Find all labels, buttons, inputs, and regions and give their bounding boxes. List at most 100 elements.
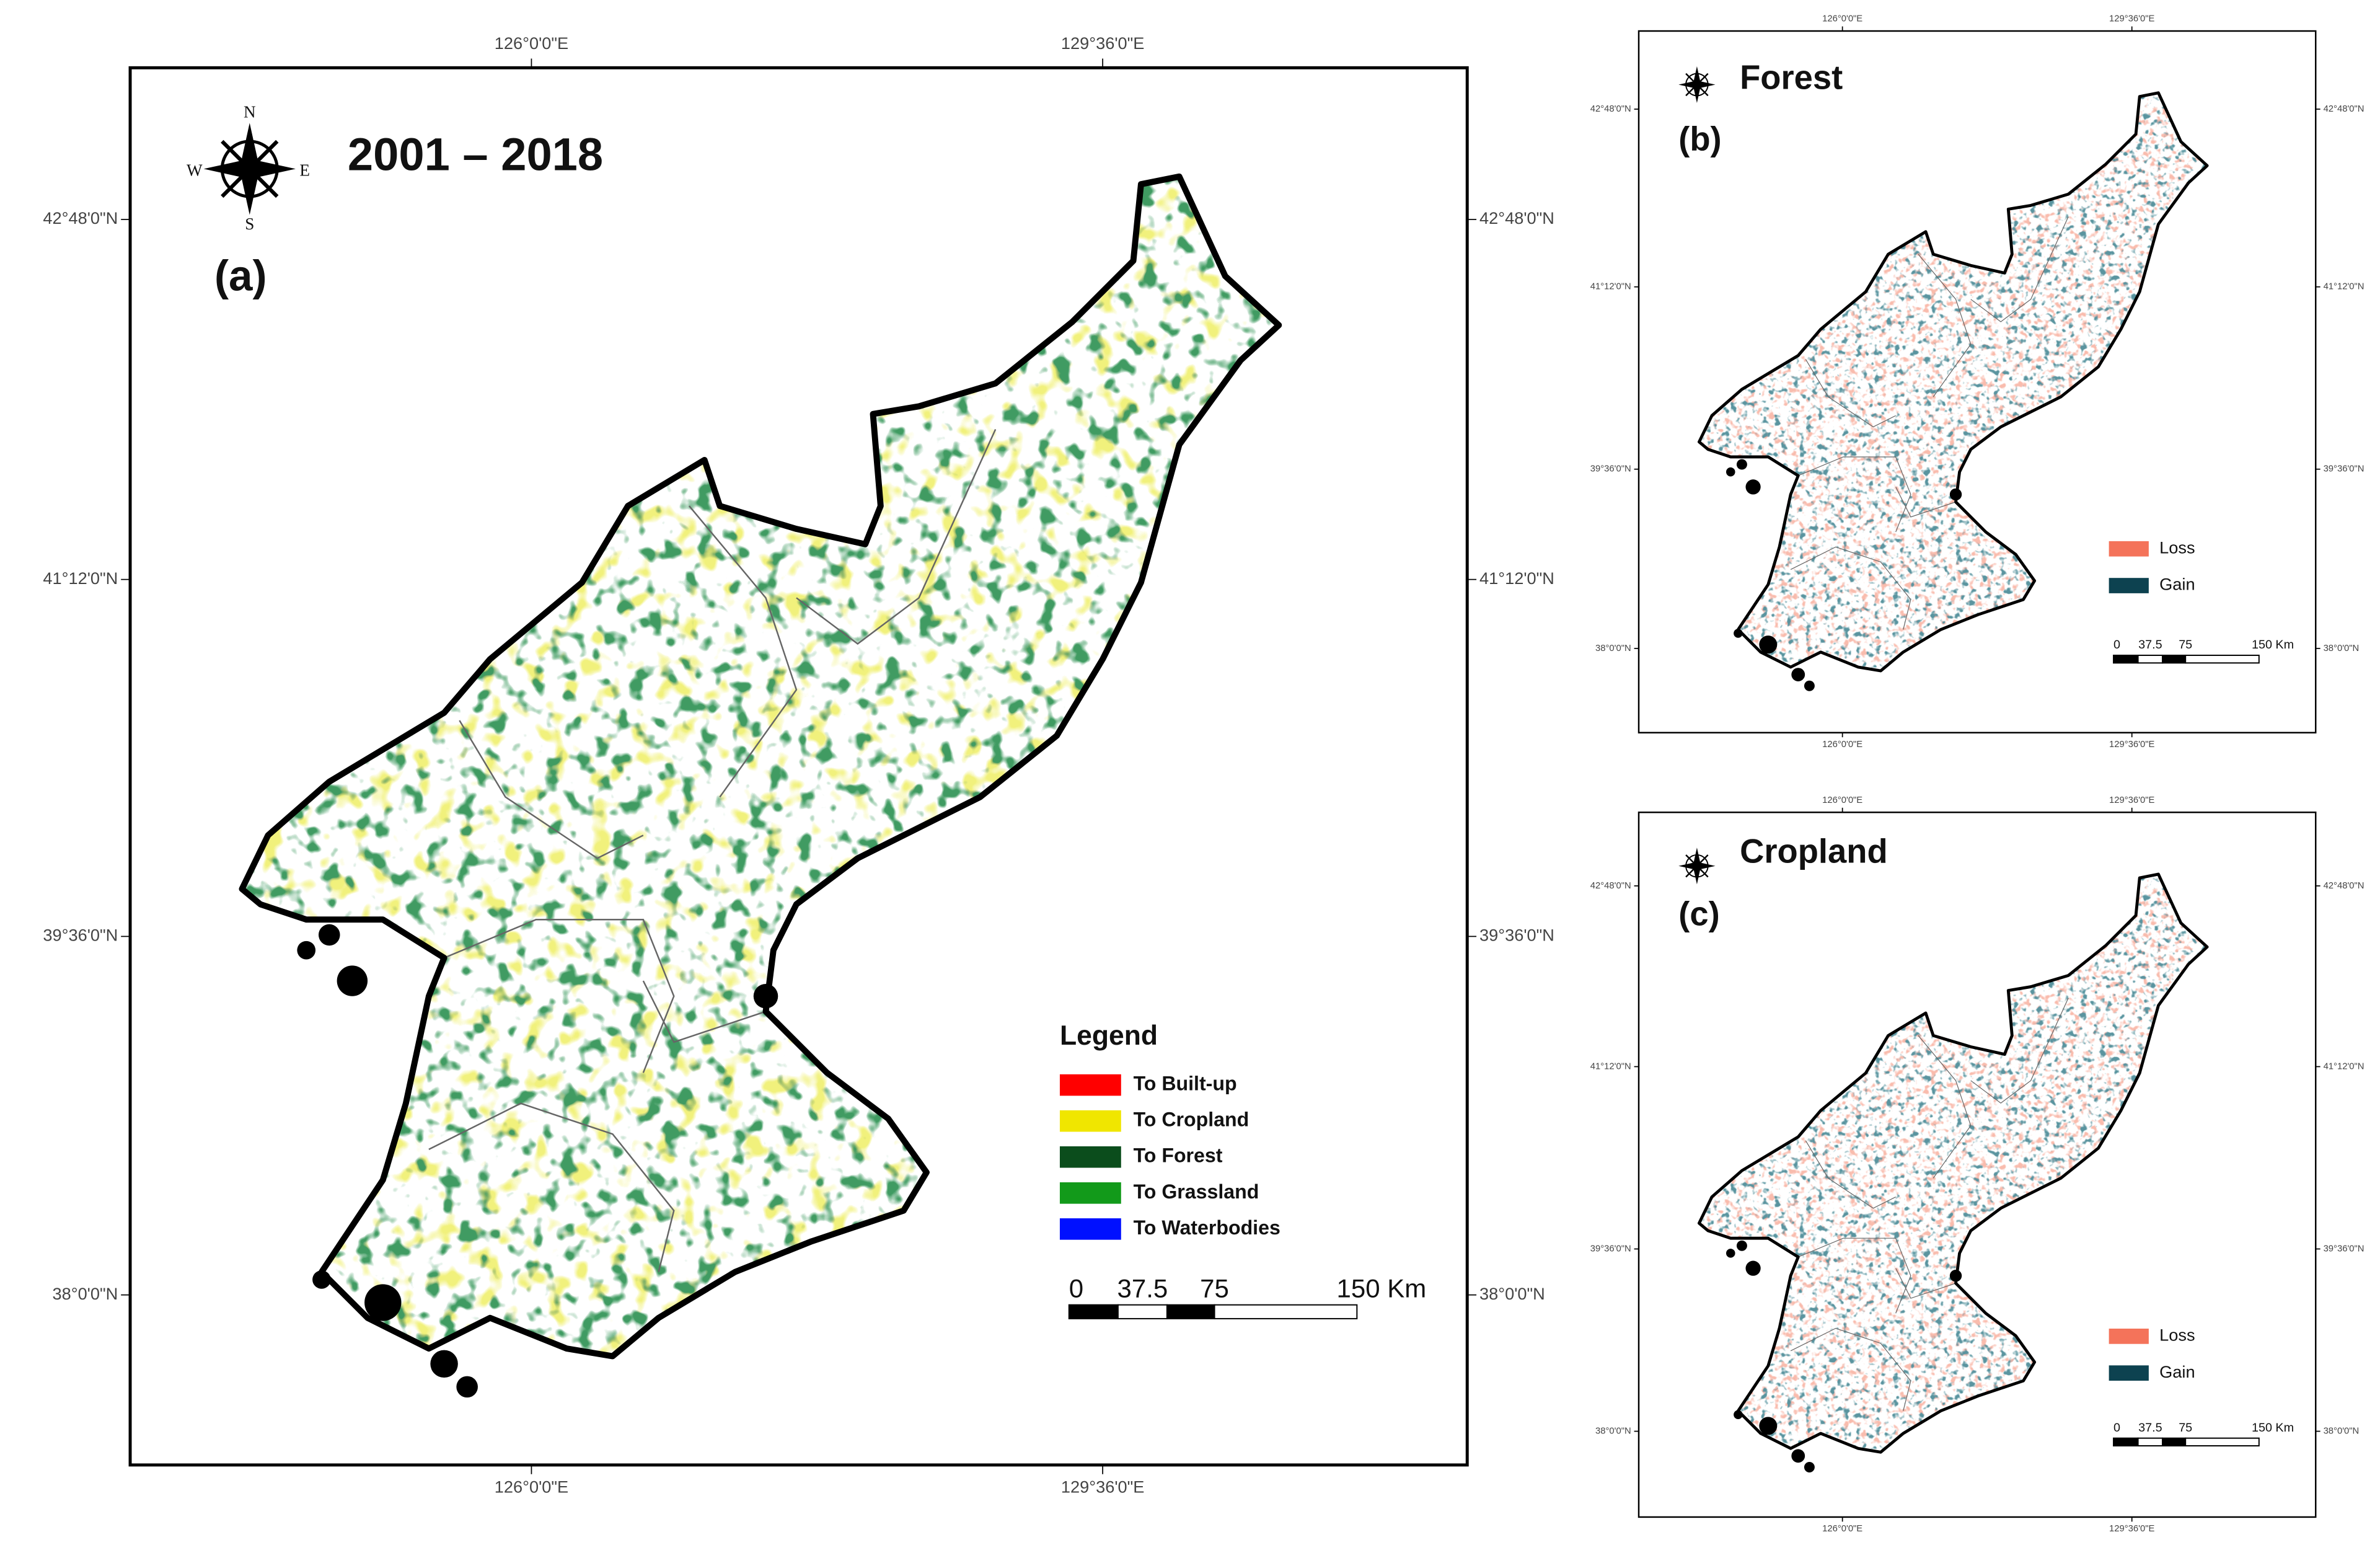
- scale-bar-segment: [1068, 1304, 1119, 1319]
- legend-swatch: [2109, 1365, 2149, 1381]
- province-border: [1895, 1268, 1956, 1299]
- province-border: [1805, 1140, 1896, 1209]
- legend-label: Gain: [2159, 575, 2195, 594]
- longitude-label: 129°36'0"E: [1061, 1477, 1145, 1497]
- compass-letter: W: [187, 161, 203, 180]
- province-border: [1790, 1327, 1911, 1411]
- longitude-label: 126°0'0"E: [495, 33, 568, 53]
- island: [1734, 1410, 1743, 1420]
- scale-label: 37.5: [2138, 638, 2162, 652]
- latitude-label: 39°36'0"N: [1479, 926, 1554, 945]
- latitude-label: 42°48'0"N: [1590, 881, 1631, 891]
- legend-swatch: [1059, 1218, 1121, 1240]
- longitude-label: 126°0'0"E: [1822, 740, 1862, 750]
- scale-label: 75: [1200, 1273, 1229, 1303]
- latitude-label: 38°0'0"N: [2324, 644, 2360, 653]
- province-border: [459, 720, 644, 859]
- longitude-label: 129°36'0"E: [1061, 33, 1145, 53]
- island: [1726, 467, 1735, 477]
- map-panel: 126°0'0"E 126°0'0"E 129°36'0"E 129°36'0"E 42…: [43, 33, 1554, 1497]
- latitude-label: 38°0'0"N: [52, 1284, 118, 1303]
- island: [1736, 459, 1747, 470]
- province-border: [1805, 359, 1896, 428]
- island: [1804, 1462, 1815, 1472]
- longitude-label: 129°36'0"E: [2109, 1524, 2154, 1534]
- legend-swatch: [1059, 1074, 1121, 1096]
- island: [1791, 1449, 1805, 1463]
- latitude-label: 39°36'0"N: [2324, 464, 2365, 474]
- latitude-label: 42°48'0"N: [1590, 104, 1631, 114]
- scale-label: 0: [1069, 1273, 1083, 1303]
- island: [1745, 1260, 1761, 1276]
- panel-title: Forest: [1740, 58, 1843, 96]
- island: [753, 984, 778, 1009]
- legend-swatch: [1059, 1110, 1121, 1132]
- legend-label: To Cropland: [1134, 1109, 1250, 1131]
- compass-rose: N S E W: [187, 103, 310, 233]
- island: [1759, 635, 1778, 654]
- map-panel: 126°0'0"E 126°0'0"E 129°36'0"E 129°36'0"E 42…: [1590, 795, 2365, 1534]
- compass-star-minor: [1685, 73, 1709, 97]
- island: [364, 1284, 402, 1321]
- scale-label: 150 Km: [2252, 1421, 2294, 1435]
- longitude-label: 126°0'0"E: [495, 1477, 568, 1497]
- scale-bar-segment: [2162, 654, 2187, 664]
- legend-label: Loss: [2159, 538, 2195, 557]
- province-border: [1970, 216, 2069, 322]
- island: [297, 941, 316, 960]
- latitude-label: 38°0'0"N: [2324, 1426, 2360, 1436]
- panel-label: (a): [214, 252, 267, 300]
- latitude-label: 41°12'0"N: [43, 569, 118, 588]
- scale-bar-segment: [1214, 1304, 1358, 1319]
- island: [1726, 1249, 1735, 1258]
- latitude-label: 39°36'0"N: [1590, 464, 1631, 474]
- legend-swatch: [2109, 578, 2149, 593]
- latitude-label: 38°0'0"N: [1479, 1284, 1545, 1303]
- province-border: [796, 428, 997, 645]
- scale-bar-segment: [2162, 1437, 2187, 1447]
- latitude-label: 39°36'0"N: [2324, 1244, 2365, 1254]
- panel-label: (b): [1678, 120, 1721, 157]
- scale-label: 75: [2179, 1421, 2192, 1435]
- province-border: [1895, 487, 1956, 518]
- latitude-label: 41°12'0"N: [2324, 282, 2365, 292]
- island: [1745, 479, 1761, 495]
- latitude-label: 42°48'0"N: [1479, 208, 1554, 228]
- island: [430, 1350, 458, 1378]
- longitude-label: 129°36'0"E: [2109, 740, 2154, 750]
- latitude-label: 42°48'0"N: [2324, 104, 2365, 114]
- latitude-label: 39°36'0"N: [43, 926, 118, 945]
- legend-swatch: [2109, 541, 2149, 557]
- panel-label: (c): [1678, 895, 1719, 933]
- province-border: [428, 1102, 675, 1272]
- compass-star-minor: [1685, 854, 1709, 878]
- panel-title: 2001 – 2018: [348, 129, 603, 180]
- scale-bar-segment: [2113, 654, 2139, 664]
- scale-label: 150 Km: [1337, 1273, 1427, 1303]
- latitude-label: 41°12'0"N: [1590, 1061, 1631, 1071]
- longitude-label: 126°0'0"E: [1822, 14, 1862, 24]
- island: [1759, 1417, 1778, 1435]
- compass-rose: [1678, 66, 1716, 104]
- scale-bar-segment: [2185, 1437, 2260, 1447]
- legend-label: Loss: [2159, 1326, 2195, 1345]
- legend-label: To Grassland: [1134, 1180, 1259, 1203]
- island: [312, 1270, 331, 1289]
- province-border: [1970, 998, 2069, 1104]
- scale-label: 37.5: [2138, 1421, 2162, 1435]
- latitude-label: 39°36'0"N: [1590, 1244, 1631, 1254]
- scale-bar-segment: [1166, 1304, 1215, 1319]
- legend-label: To Built-up: [1134, 1073, 1237, 1095]
- province-border: [1918, 254, 1972, 397]
- map-panel: 126°0'0"E 126°0'0"E 129°36'0"E 129°36'0"E 42…: [1590, 14, 2365, 750]
- scale-bar-segment: [1117, 1304, 1168, 1319]
- latitude-label: 41°12'0"N: [1479, 569, 1554, 588]
- province-border: [642, 980, 766, 1043]
- island: [1804, 680, 1815, 691]
- scale-label: 150 Km: [2252, 638, 2294, 652]
- scale-bar-segment: [2137, 654, 2164, 664]
- scale-label: 37.5: [1117, 1273, 1168, 1303]
- scale-label: 0: [2113, 1421, 2120, 1435]
